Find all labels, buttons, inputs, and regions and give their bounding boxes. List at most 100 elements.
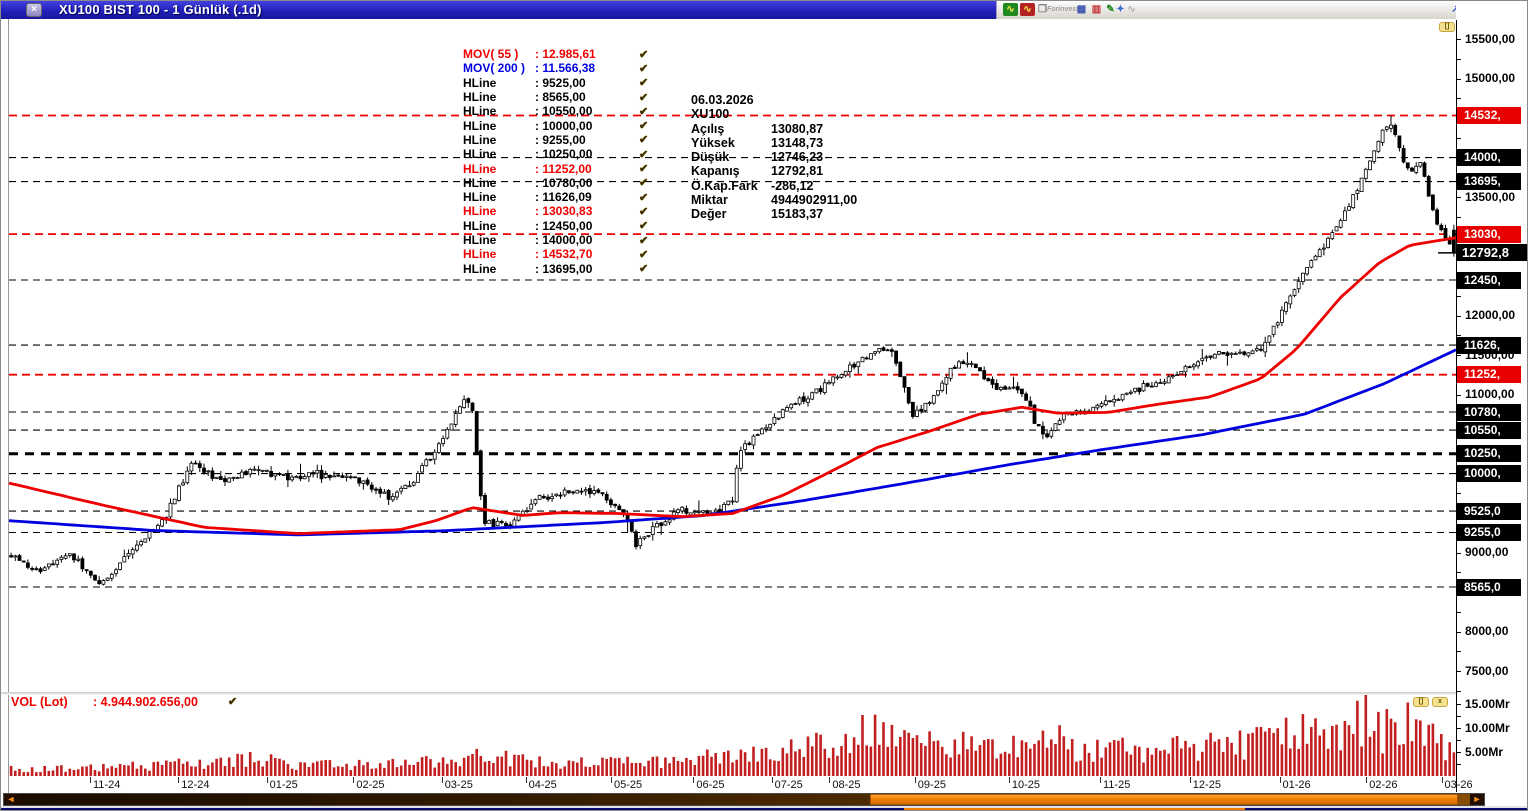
indicator-legend-row: HLine : 9525,00 ✔: [463, 76, 648, 90]
indicator-visible-check-icon[interactable]: ✔: [639, 248, 649, 261]
indicator-visible-check-icon[interactable]: ✔: [639, 62, 649, 75]
title-bar: × XU100 BIST 100 - 1 Günlük (.1d) 1 Günl…: [1, 1, 1527, 19]
scroll-left-arrow[interactable]: ◄: [4, 794, 18, 805]
time-axis-label: 02-26: [1369, 779, 1398, 791]
indicator-name: HLine: [463, 218, 497, 233]
indicator-legend-row: HLine: 9255,00 ✔: [463, 133, 648, 147]
quote-info-box: 06.03.2026 XU100 Açılış 13080,87 Yüksek 131…: [691, 93, 857, 222]
price-axis-tick: [1456, 355, 1461, 357]
indicator-name: HLine: [463, 190, 497, 205]
info-label: Düşük: [691, 150, 730, 165]
indicator-name: HLine: [463, 75, 497, 90]
bottom-strip-orange-segment: [904, 808, 1245, 810]
indicator-visible-check-icon[interactable]: ✔: [639, 205, 649, 218]
info-row: Açılış 13080,87: [691, 122, 857, 136]
time-axis-label: 03-26: [1444, 779, 1473, 791]
price-chart-canvas[interactable]: [8, 26, 1457, 693]
indicator-name: MOV( 55 ): [463, 47, 519, 62]
price-axis-tick: [1456, 58, 1461, 60]
indicator-visible-check-icon[interactable]: ✔: [639, 77, 649, 90]
time-axis-label: 08-25: [832, 779, 861, 791]
indicator-visible-check-icon[interactable]: ✔: [639, 163, 649, 176]
time-axis-tick: [914, 777, 916, 783]
indicator-visible-check-icon[interactable]: ✔: [639, 177, 649, 190]
volume-visible-check-icon[interactable]: ✔: [227, 696, 238, 708]
volume-chart-canvas[interactable]: [9, 693, 1456, 776]
time-axis-label: 10-25: [1011, 779, 1041, 791]
indicator-visible-check-icon[interactable]: ✔: [639, 234, 649, 247]
pane-divider[interactable]: [1, 692, 1456, 695]
volume-axis-tick: [1456, 728, 1461, 730]
price-axis-tick: [1456, 98, 1461, 100]
price-axis-tick: [1456, 493, 1461, 495]
volume-pane-close-button[interactable]: x: [1432, 697, 1448, 707]
line-study-icon[interactable]: ∿: [1127, 4, 1136, 15]
price-axis-tick: [1456, 572, 1461, 574]
window-copy-icon[interactable]: ❐: [1038, 4, 1047, 15]
time-axis-label: 03-25: [444, 779, 473, 791]
indicator-visible-check-icon[interactable]: ✔: [639, 220, 649, 233]
time-axis[interactable]: 11-24 12-24 01-25 02-25 03-25 04-25 05-25 06-25…: [9, 776, 1473, 793]
indicator-legend-row: MOV( 55 ): 12.985,61 ✔: [463, 47, 648, 61]
time-axis-tick: [266, 777, 268, 783]
matriks-alarm-icon[interactable]: ∿: [1020, 3, 1035, 16]
indicator-visible-check-icon[interactable]: ✔: [639, 48, 649, 61]
time-axis-tick: [90, 777, 91, 783]
volume-axis-tick: [1456, 716, 1461, 718]
matriks-analysis-icon[interactable]: ∿: [1003, 3, 1018, 16]
compass-icon[interactable]: ✦: [1116, 4, 1125, 15]
indicator-name: HLine: [463, 233, 497, 247]
price-axis-tick: [1456, 315, 1461, 317]
indicator-value: : 9525,00: [535, 75, 586, 90]
indicator-visible-check-icon[interactable]: ✔: [639, 105, 649, 118]
price-axis-label: 8000,00: [1465, 624, 1509, 639]
scrollbar-thumb[interactable]: [870, 794, 1458, 805]
time-axis-label: 12-24: [181, 779, 210, 791]
indicator-value: : 10250,00: [535, 147, 593, 162]
indicator-legend-row: HLine: 10000,00 ✔: [463, 118, 649, 133]
price-axis-tick: [1456, 137, 1461, 139]
info-value: 12746,23: [771, 150, 824, 165]
info-date: 06.03.2026: [691, 93, 754, 107]
indicator-visible-check-icon[interactable]: ✔: [639, 91, 649, 104]
window-left-border: [8, 19, 9, 793]
info-label: Değer: [691, 207, 727, 222]
indicator-visible-check-icon[interactable]: ✔: [639, 148, 649, 161]
indicator-value: : 10550,00: [535, 104, 593, 119]
indicator-legend-row: HLine: 13030,83 ✔: [463, 204, 648, 218]
indicator-visible-check-icon[interactable]: ✔: [639, 263, 649, 276]
time-axis-label: 11-24: [93, 779, 121, 791]
toolbar: 1 Günlük MUM TL LIN IND ∿∿❐Forinvest▦▥✎✦…: [996, 1, 1527, 19]
price-axis-tick: [1456, 197, 1461, 199]
main-pane-restore-button[interactable]: []: [1439, 22, 1455, 32]
indicator-visible-check-icon[interactable]: ✔: [639, 134, 649, 147]
info-row: Miktar 4944902911,00: [691, 193, 857, 207]
scroll-right-arrow[interactable]: ►: [1470, 794, 1484, 805]
price-axis-tick: [1456, 78, 1461, 80]
indicator-visible-check-icon[interactable]: ✔: [639, 120, 649, 133]
pencil-icon[interactable]: ✎: [1106, 4, 1115, 15]
chart-settings-icon[interactable]: ▥: [1091, 4, 1102, 15]
price-axis-tick: [1456, 552, 1461, 554]
volume-axis-tick: [1456, 752, 1461, 753]
cursor-arrow-icon[interactable]: ↗: [1448, 3, 1463, 16]
info-row: Düşük 12746,23: [691, 150, 857, 164]
chart-scrollbar[interactable]: ◄ ►: [3, 793, 1485, 806]
forinvest-logo[interactable]: Forinvest: [1047, 6, 1079, 13]
info-label: Yüksek: [691, 135, 735, 150]
info-label: Kapanış: [691, 164, 740, 179]
indicator-legend-row: HLine: 8565,00 ✔: [463, 90, 648, 104]
indicator-name: HLine: [463, 247, 497, 262]
time-axis-label: 09-25: [917, 779, 946, 791]
time-axis-tick: [1189, 777, 1191, 783]
volume-pane-restore-button[interactable]: []: [1413, 697, 1429, 707]
price-axis[interactable]: 15500,00 15000,00 13500,00 12000,00 11500,00…: [1456, 1, 1527, 776]
info-row: Değer 15183,37: [691, 207, 857, 221]
indicator-visible-check-icon[interactable]: ✔: [639, 191, 649, 204]
close-chart-button[interactable]: ×: [26, 3, 42, 17]
info-value: 12792,81: [771, 164, 824, 179]
time-axis-tick: [353, 777, 355, 783]
window-bottom-frame: [1, 806, 1527, 808]
calculator-icon[interactable]: ▦: [1076, 4, 1087, 15]
